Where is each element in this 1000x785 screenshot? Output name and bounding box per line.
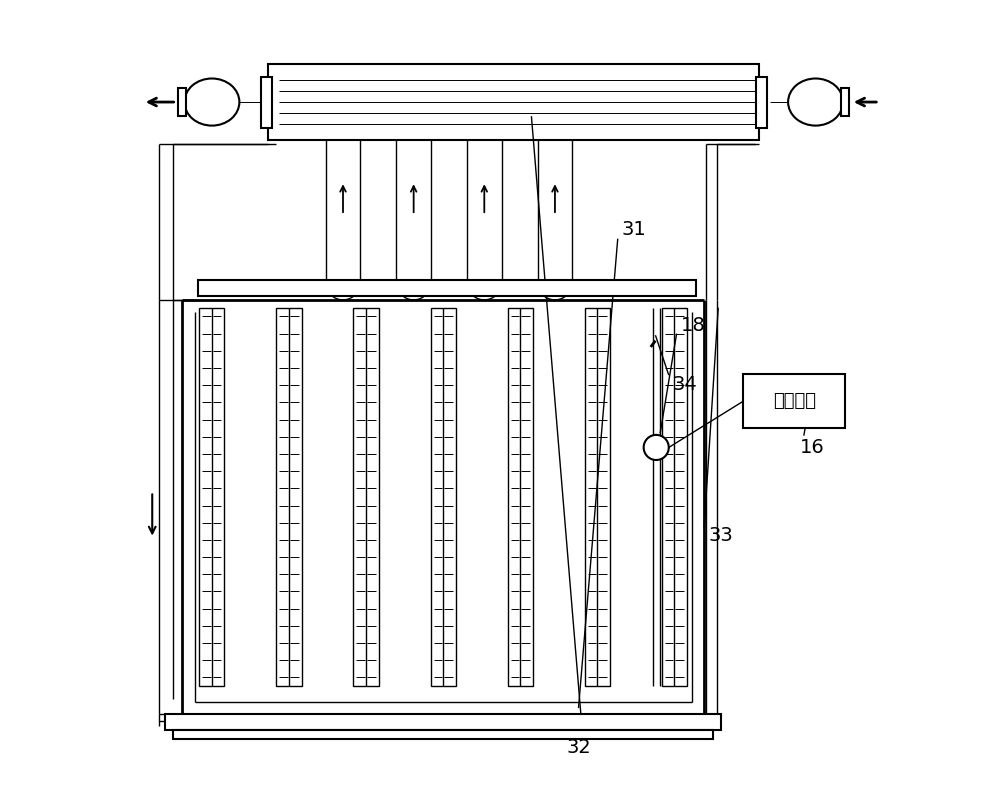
Bar <box>743 374 845 428</box>
Text: 16: 16 <box>800 438 825 457</box>
Ellipse shape <box>184 78 239 126</box>
Bar <box>756 76 767 128</box>
Bar <box>662 308 687 686</box>
Text: 控制系统: 控制系统 <box>773 392 816 410</box>
Bar <box>841 88 849 116</box>
Text: 33: 33 <box>708 526 733 545</box>
Bar <box>508 308 533 686</box>
Bar <box>431 308 456 686</box>
Bar <box>268 64 759 140</box>
Bar <box>199 308 224 686</box>
Text: 31: 31 <box>622 220 646 239</box>
Bar <box>178 88 186 116</box>
Bar <box>173 730 713 739</box>
Bar <box>585 308 610 686</box>
Ellipse shape <box>788 78 843 126</box>
Bar <box>276 308 302 686</box>
Circle shape <box>644 435 669 460</box>
Text: 32: 32 <box>566 738 591 757</box>
Bar <box>353 308 379 686</box>
Bar <box>165 714 721 730</box>
Bar <box>198 280 696 296</box>
Text: 18: 18 <box>681 316 705 335</box>
Text: 34: 34 <box>673 375 697 394</box>
Bar <box>261 76 272 128</box>
